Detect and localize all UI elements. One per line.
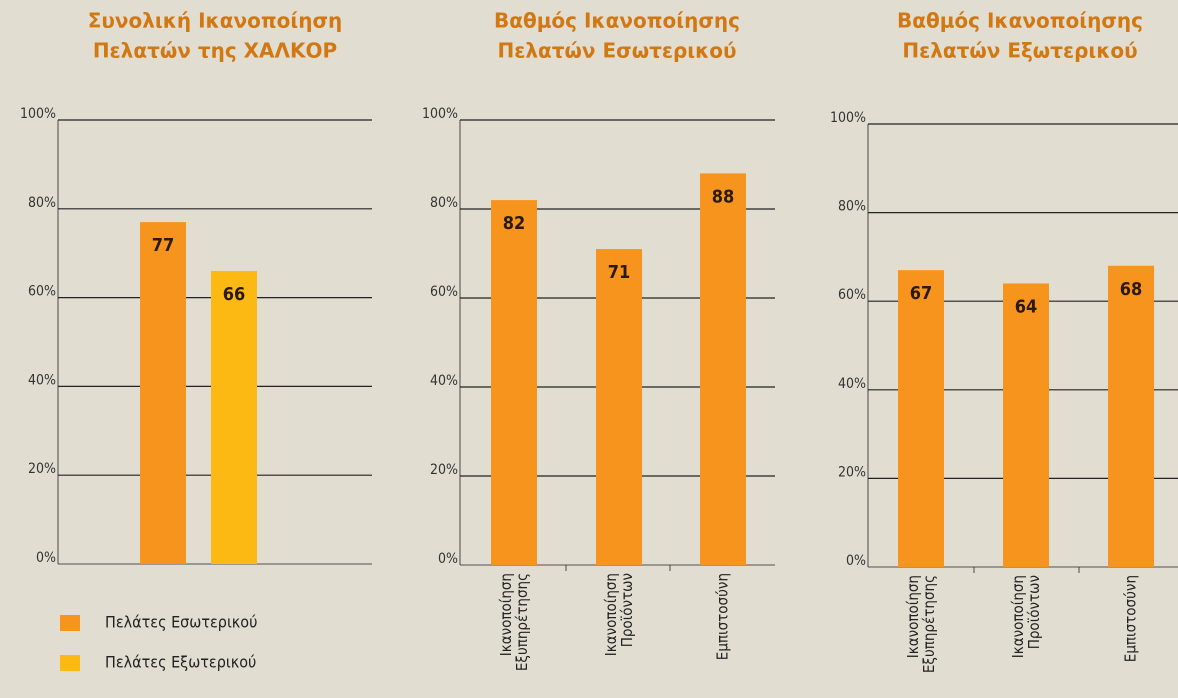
y-tick-label: 0% [846, 553, 866, 569]
bar [211, 270, 257, 564]
x-tick-label: ΙκανοποίησηΠροϊόντων [1009, 575, 1043, 658]
x-tick-label: ΙκανοποίησηΕξυπηρέτησης [497, 573, 531, 671]
bar [1003, 283, 1049, 567]
y-tick-label: 60% [28, 284, 56, 300]
y-tick-label: 20% [430, 462, 458, 478]
x-tick-label: Εμπιστοσύνη [1122, 575, 1140, 662]
legend-label: Πελάτες Εσωτερικού [105, 613, 257, 632]
bar [1108, 265, 1154, 567]
y-tick-label: 0% [438, 551, 458, 567]
value-label: 77 [152, 235, 175, 256]
y-tick-label: 40% [838, 376, 866, 392]
chart-title: Πελατών Εσωτερικού [497, 39, 736, 63]
y-tick-label: 80% [838, 199, 866, 215]
chart-title: Πελατών Εξωτερικού [902, 39, 1137, 63]
bar [898, 270, 944, 567]
bar [596, 249, 642, 566]
value-label: 68 [1120, 279, 1143, 300]
y-tick-label: 60% [838, 287, 866, 303]
y-tick-label: 20% [838, 464, 866, 480]
y-tick-label: 100% [20, 106, 56, 122]
chart-title: Πελατών της ΧΑΛΚΟΡ [93, 39, 337, 63]
x-tick-label: ΙκανοποίησηΕξυπηρέτησης [904, 575, 938, 673]
y-tick-label: 60% [430, 284, 458, 300]
value-label: 67 [910, 283, 933, 304]
value-label: 82 [503, 213, 526, 234]
x-tick-label: Εμπιστοσύνη [714, 573, 732, 660]
y-tick-label: 100% [422, 106, 458, 122]
legend-swatch [60, 655, 80, 671]
chart-title: Βαθμός Ικανοποίησης [897, 9, 1143, 33]
legend-swatch [60, 615, 80, 631]
y-tick-label: 80% [430, 195, 458, 211]
x-tick-label: ΙκανοποίησηΠροϊόντων [602, 573, 636, 656]
y-tick-label: 40% [28, 372, 56, 388]
y-tick-label: 40% [430, 373, 458, 389]
y-tick-label: 100% [830, 110, 866, 126]
bar [491, 200, 537, 565]
y-tick-label: 20% [28, 461, 56, 477]
bar [140, 222, 186, 564]
y-tick-label: 0% [36, 550, 56, 566]
chart-title: Συνολική Ικανοποίηση [88, 9, 343, 33]
value-label: 88 [712, 186, 735, 207]
chart-title: Βαθμός Ικανοποίησης [494, 9, 740, 33]
y-tick-label: 80% [28, 195, 56, 211]
legend-label: Πελάτες Εξωτερικού [105, 653, 256, 672]
value-label: 71 [608, 262, 631, 283]
value-label: 66 [223, 284, 246, 305]
bar [700, 173, 746, 565]
value-label: 64 [1015, 296, 1038, 317]
